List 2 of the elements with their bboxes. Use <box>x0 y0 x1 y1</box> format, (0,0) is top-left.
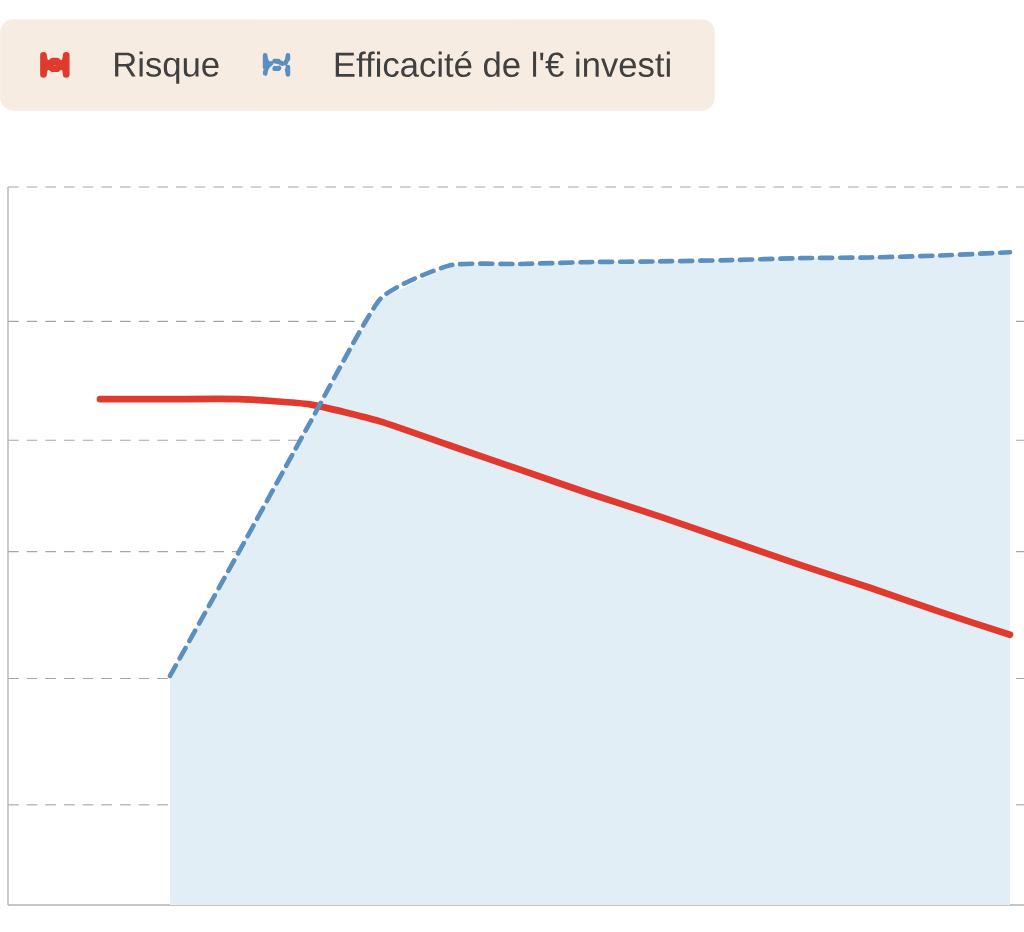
legend-label: Risque <box>115 51 219 84</box>
legend-label: Efficacité de l'€ investi <box>335 51 670 78</box>
